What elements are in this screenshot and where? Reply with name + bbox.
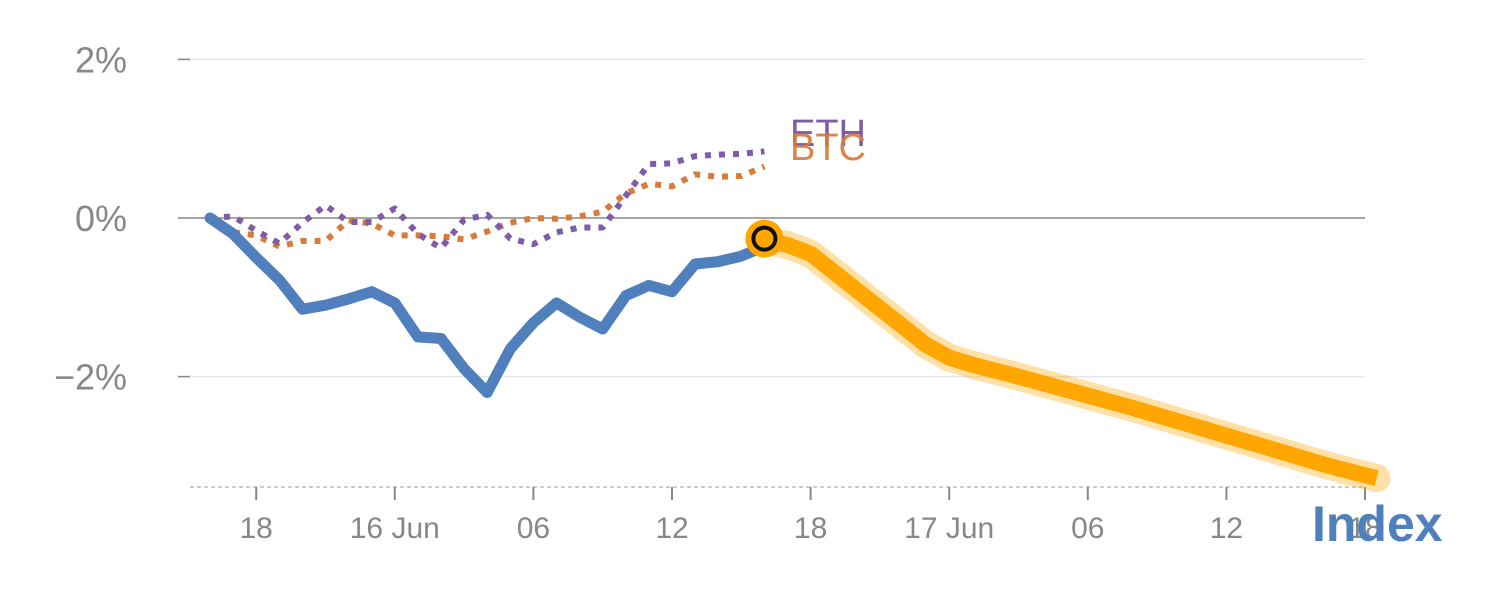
btc-line — [208, 163, 766, 250]
x-tick-label: 12 — [655, 512, 688, 545]
x-tick-label: 06 — [517, 512, 550, 545]
index-series-label: Index — [1312, 496, 1443, 552]
x-tick-label: 12 — [1210, 512, 1243, 545]
x-tick-label: 18 — [1348, 512, 1381, 545]
label-layer: ETH BTC Index — [790, 113, 1443, 552]
axis-layer: 2% 0% −2% 18 16 Jun 06 12 18 17 Jun 06 12 18 — [54, 39, 1382, 545]
btc-series-label: BTC — [790, 127, 866, 169]
eth-series-label: ETH — [790, 113, 866, 155]
y-tick-label: 0% — [75, 198, 127, 239]
grid-layer — [178, 58, 1365, 378]
series-layer — [204, 148, 1391, 493]
x-tick-label: 17 Jun — [904, 512, 994, 545]
y-tick-label: −2% — [54, 357, 127, 398]
index-line — [204, 212, 770, 398]
x-tick-label: 06 — [1071, 512, 1104, 545]
marker-layer — [745, 219, 784, 258]
x-tick-label: 16 Jun — [350, 512, 440, 545]
eth-line — [209, 148, 765, 252]
projection-halo — [750, 226, 1391, 493]
projection-line — [762, 232, 1379, 486]
current-point-marker — [751, 225, 778, 252]
x-tick-label: 18 — [240, 512, 273, 545]
x-tick-label: 18 — [794, 512, 827, 545]
y-tick-label: 2% — [75, 39, 127, 80]
